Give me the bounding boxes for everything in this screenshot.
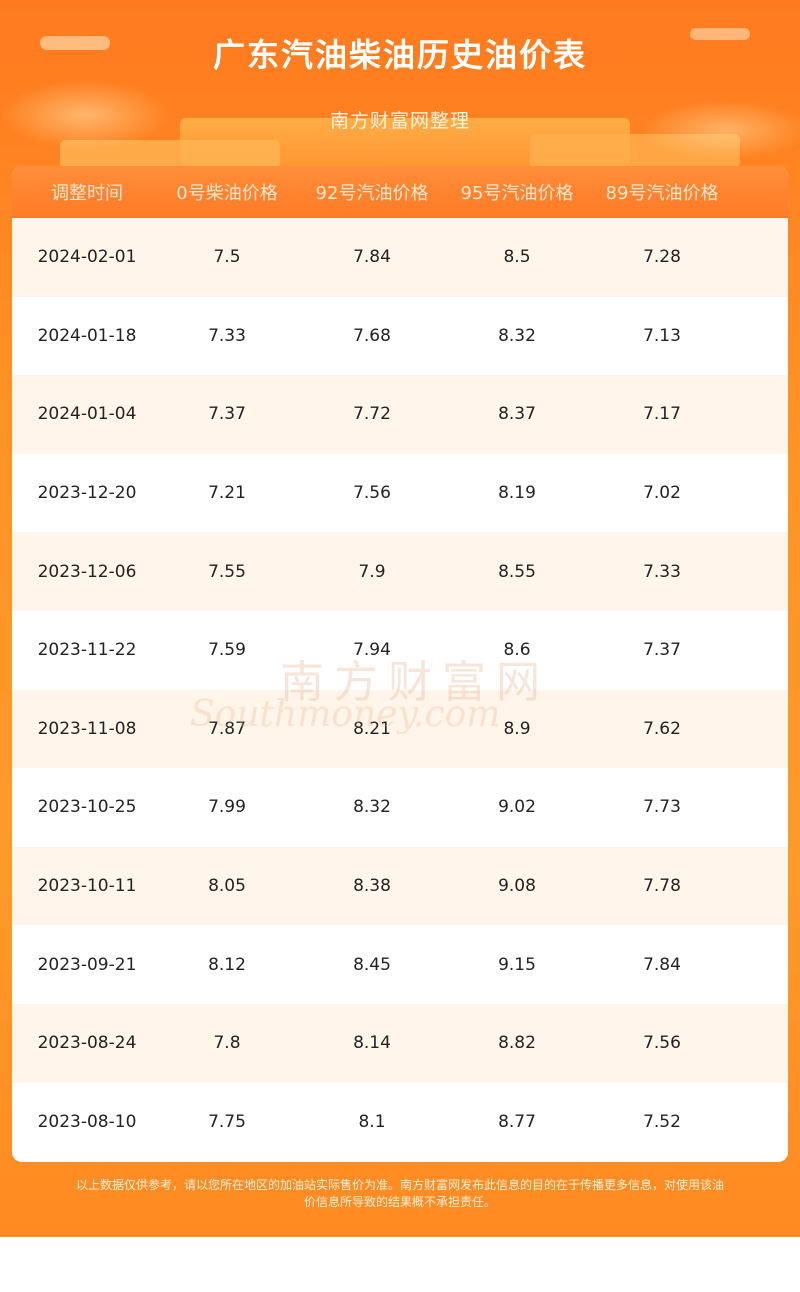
cell-gasoline-95: 8.55: [498, 561, 536, 582]
table-row: 2023-12-20 7.21 7.56 8.19 7.02: [12, 453, 788, 533]
cell-diesel-0: 7.21: [208, 483, 246, 504]
table-header-row: 调整时间 0号柴油价格 92号汽油价格 95号汽油价格 89号汽油价格: [12, 166, 788, 218]
table-row: 2023-10-25 7.99 8.32 9.02 7.73: [12, 768, 788, 847]
cell-gasoline-92: 7.84: [353, 247, 391, 268]
cell-gasoline-89: 7.73: [643, 797, 681, 818]
cell-gasoline-95: 8.82: [498, 1033, 536, 1054]
disclaimer: 以上数据仅供参考，请以您所在地区的加油站实际售价为准。南方财富网发布此信息的目的…: [0, 1177, 800, 1211]
cell-gasoline-92: 8.45: [353, 954, 391, 975]
cell-date: 2023-08-10: [37, 1111, 137, 1132]
cell-gasoline-92: 7.94: [353, 640, 391, 661]
cell-gasoline-92: 7.56: [353, 483, 391, 504]
cell-gasoline-89: 7.84: [643, 954, 681, 975]
cell-date: 2023-10-25: [37, 797, 137, 818]
cell-date: 2023-10-11: [37, 876, 137, 897]
table-row: 2023-09-21 8.12 8.45 9.15 7.84: [12, 925, 788, 1004]
cell-gasoline-92: 7.72: [353, 404, 391, 425]
cell-date: 2024-01-04: [37, 404, 137, 425]
cell-gasoline-95: 8.6: [503, 640, 531, 661]
column-header-gasoline-89: 89号汽油价格: [605, 183, 719, 204]
cell-diesel-0: 7.8: [213, 1033, 241, 1054]
cell-diesel-0: 7.5: [213, 247, 241, 268]
cell-date: 2023-11-08: [37, 718, 137, 739]
cell-gasoline-89: 7.37: [643, 640, 681, 661]
cell-gasoline-92: 8.32: [353, 797, 391, 818]
cell-diesel-0: 7.75: [208, 1111, 246, 1132]
cell-gasoline-95: 8.5: [503, 247, 531, 268]
cell-gasoline-89: 7.56: [643, 1033, 681, 1054]
cell-gasoline-92: 7.68: [353, 325, 391, 346]
cell-gasoline-89: 7.52: [643, 1111, 681, 1132]
table-row: 2023-11-08 7.87 8.21 8.9 7.62: [12, 689, 788, 769]
table-row: 2024-01-04 7.37 7.72 8.37 7.17: [12, 375, 788, 454]
cell-date: 2023-08-24: [37, 1033, 137, 1054]
decor-cloud: [640, 100, 800, 160]
cell-diesel-0: 7.55: [208, 561, 246, 582]
cell-date: 2024-02-01: [37, 247, 137, 268]
decor-cloud: [40, 36, 110, 50]
table-body: 2024-02-01 7.5 7.84 8.5 7.28 2024-01-18 7.33 7.…: [12, 218, 788, 1162]
decor-cloud: [0, 80, 170, 150]
cell-gasoline-95: 8.9: [503, 718, 531, 739]
cell-gasoline-89: 7.62: [643, 718, 681, 739]
cell-date: 2024-01-18: [37, 325, 137, 346]
column-header-gasoline-95: 95号汽油价格: [460, 183, 574, 204]
table-row: 2024-02-01 7.5 7.84 8.5 7.28: [12, 218, 788, 297]
disclaimer-line: 以上数据仅供参考，请以您所在地区的加油站实际售价为准。南方财富网发布此信息的目的…: [75, 1178, 724, 1192]
table-row: 2023-10-11 8.05 8.38 9.08 7.78: [12, 846, 788, 926]
table-row: 2024-01-18 7.33 7.68 8.32 7.13: [12, 296, 788, 376]
cell-gasoline-95: 9.08: [498, 876, 536, 897]
cell-gasoline-89: 7.13: [643, 325, 681, 346]
cell-diesel-0: 7.37: [208, 404, 246, 425]
cell-gasoline-95: 8.77: [498, 1111, 536, 1132]
disclaimer-line: 价信息所导致的结果概不承担责任。: [303, 1195, 496, 1209]
cell-diesel-0: 7.33: [208, 325, 246, 346]
cell-date: 2023-12-06: [37, 561, 137, 582]
cell-diesel-0: 7.99: [208, 797, 246, 818]
cell-gasoline-95: 8.32: [498, 325, 536, 346]
column-header-date: 调整时间: [51, 183, 123, 204]
cell-date: 2023-09-21: [37, 954, 137, 975]
cell-diesel-0: 7.59: [208, 640, 246, 661]
column-header-diesel-0: 0号柴油价格: [176, 183, 278, 204]
cell-gasoline-92: 8.1: [358, 1111, 386, 1132]
cell-gasoline-92: 8.38: [353, 876, 391, 897]
table-row: 2023-12-06 7.55 7.9 8.55 7.33: [12, 532, 788, 611]
column-header-gasoline-92: 92号汽油价格: [315, 183, 429, 204]
cell-gasoline-92: 8.21: [353, 718, 391, 739]
poster: 广东汽油柴油历史油价表 南方财富网整理 调整时间 0号柴油价格 92号汽油价格 …: [0, 0, 800, 1237]
cell-date: 2023-12-20: [37, 483, 137, 504]
cell-gasoline-95: 8.37: [498, 404, 536, 425]
cell-gasoline-92: 8.14: [353, 1033, 391, 1054]
decor-cloud: [690, 28, 750, 40]
price-table: 调整时间 0号柴油价格 92号汽油价格 95号汽油价格 89号汽油价格 2024…: [12, 166, 788, 1162]
cell-gasoline-95: 8.19: [498, 483, 536, 504]
cell-gasoline-89: 7.33: [643, 561, 681, 582]
table-row: 2023-08-10 7.75 8.1 8.77 7.52: [12, 1082, 788, 1162]
cell-gasoline-92: 7.9: [358, 561, 386, 582]
cell-gasoline-95: 9.15: [498, 954, 536, 975]
table-row: 2023-08-24 7.8 8.14 8.82 7.56: [12, 1003, 788, 1083]
cell-diesel-0: 8.12: [208, 954, 246, 975]
cell-gasoline-95: 9.02: [498, 797, 536, 818]
cell-gasoline-89: 7.78: [643, 876, 681, 897]
cell-diesel-0: 8.05: [208, 876, 246, 897]
table-row: 2023-11-22 7.59 7.94 8.6 7.37: [12, 610, 788, 690]
cell-gasoline-89: 7.28: [643, 247, 681, 268]
page-title: 广东汽油柴油历史油价表: [212, 36, 587, 74]
cell-gasoline-89: 7.02: [643, 483, 681, 504]
cell-date: 2023-11-22: [37, 640, 137, 661]
cell-gasoline-89: 7.17: [643, 404, 681, 425]
cell-diesel-0: 7.87: [208, 718, 246, 739]
page-subtitle: 南方财富网整理: [329, 110, 470, 132]
